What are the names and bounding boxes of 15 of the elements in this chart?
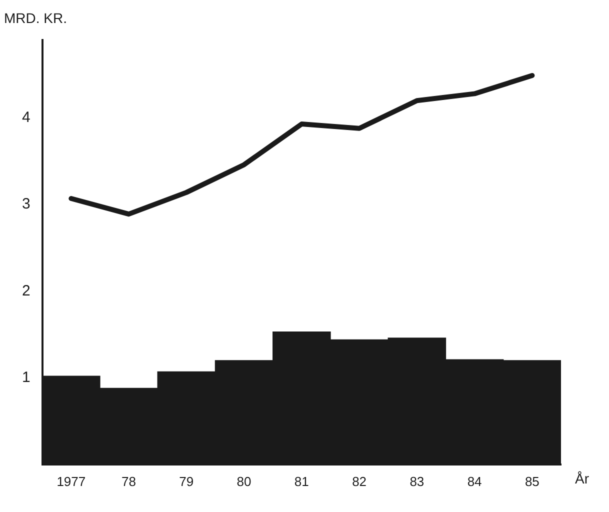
x-tick-label: 85 [524,474,540,489]
y-axis-title: MRD. KR. [4,10,67,26]
x-tick-label: 82 [352,474,367,489]
x-tick-label: 84 [467,474,482,489]
x-tick-label: 78 [122,474,136,489]
x-tick-label: 81 [294,474,309,489]
y-tick-label: 4 [22,109,30,126]
x-tick-label: 79 [179,474,194,489]
y-tick-label: 2 [22,282,30,300]
x-tick-label: 1977 [56,474,86,489]
y-tick-label: 1 [22,368,30,386]
y-tick-label: 3 [22,196,30,213]
x-axis-title: År [575,470,590,486]
x-tick-label: 80 [236,474,252,489]
x-tick-label: 83 [410,474,424,489]
